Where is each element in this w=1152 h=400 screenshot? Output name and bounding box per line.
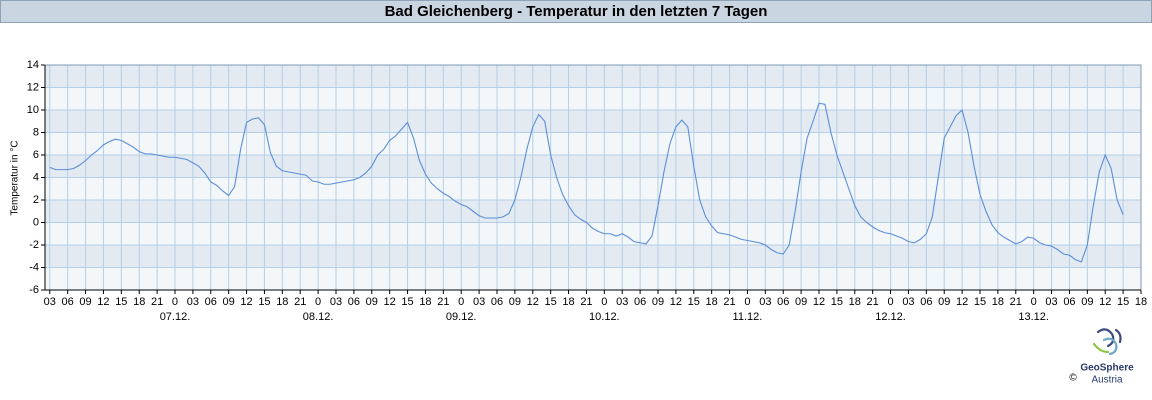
x-tick-label: 21 bbox=[151, 296, 163, 308]
x-tick-label: 18 bbox=[276, 296, 288, 308]
x-tick-label: 18 bbox=[849, 296, 861, 308]
logo-icon bbox=[1092, 328, 1122, 356]
y-tick-label: -4 bbox=[29, 261, 39, 273]
x-tick-label: 03 bbox=[759, 296, 771, 308]
x-tick-label: 12 bbox=[527, 296, 539, 308]
x-tick-label: 09 bbox=[938, 296, 950, 308]
x-tick-label: 18 bbox=[992, 296, 1004, 308]
x-tick-label: 18 bbox=[706, 296, 718, 308]
y-tick-label: -6 bbox=[29, 284, 39, 296]
x-tick-label: 03 bbox=[330, 296, 342, 308]
date-label: 09.12. bbox=[446, 311, 477, 323]
x-tick-label: 15 bbox=[115, 296, 127, 308]
chart-title: Bad Gleichenberg - Temperatur in den let… bbox=[385, 3, 768, 20]
x-tick-label: 21 bbox=[294, 296, 306, 308]
x-tick-label: 06 bbox=[62, 296, 74, 308]
x-tick-label: 18 bbox=[1135, 296, 1147, 308]
x-tick-label: 03 bbox=[187, 296, 199, 308]
y-axis-label: Temperatur in °C bbox=[10, 140, 21, 215]
x-tick-label: 0 bbox=[744, 296, 750, 308]
x-tick-label: 03 bbox=[616, 296, 628, 308]
x-tick-label: 03 bbox=[1045, 296, 1057, 308]
x-tick-label: 15 bbox=[545, 296, 557, 308]
x-tick-label: 18 bbox=[562, 296, 574, 308]
grid-band bbox=[45, 245, 1141, 268]
y-tick-label: 4 bbox=[33, 171, 39, 183]
x-tick-label: 0 bbox=[887, 296, 893, 308]
x-tick-label: 09 bbox=[795, 296, 807, 308]
x-tick-label: 09 bbox=[366, 296, 378, 308]
y-tick-label: 8 bbox=[33, 126, 39, 138]
y-tick-label: 6 bbox=[33, 149, 39, 161]
x-tick-label: 0 bbox=[601, 296, 607, 308]
x-tick-label: 09 bbox=[79, 296, 91, 308]
x-tick-label: 21 bbox=[1010, 296, 1022, 308]
date-label: 10.12. bbox=[589, 311, 620, 323]
x-tick-label: 09 bbox=[1081, 296, 1093, 308]
date-label: 07.12. bbox=[160, 311, 191, 323]
x-tick-label: 06 bbox=[491, 296, 503, 308]
x-tick-label: 09 bbox=[223, 296, 235, 308]
x-tick-label: 03 bbox=[44, 296, 56, 308]
x-tick-label: 06 bbox=[777, 296, 789, 308]
date-label: 13.12. bbox=[1018, 311, 1049, 323]
x-tick-label: 21 bbox=[437, 296, 449, 308]
x-tick-label: 15 bbox=[1117, 296, 1129, 308]
x-tick-label: 0 bbox=[172, 296, 178, 308]
date-label: 08.12. bbox=[303, 311, 334, 323]
x-tick-label: 18 bbox=[419, 296, 431, 308]
logo-name: GeoSphere bbox=[1080, 363, 1134, 374]
x-tick-label: 18 bbox=[133, 296, 145, 308]
date-label: 11.12. bbox=[733, 311, 763, 323]
x-tick-label: 06 bbox=[634, 296, 646, 308]
x-tick-label: 12 bbox=[670, 296, 682, 308]
x-tick-label: 12 bbox=[97, 296, 109, 308]
x-tick-label: 21 bbox=[867, 296, 879, 308]
x-tick-label: 12 bbox=[956, 296, 968, 308]
x-tick-label: 15 bbox=[831, 296, 843, 308]
x-tick-label: 06 bbox=[920, 296, 932, 308]
x-tick-label: 21 bbox=[723, 296, 735, 308]
grid-band bbox=[45, 200, 1141, 223]
x-tick-label: 12 bbox=[240, 296, 252, 308]
x-tick-label: 06 bbox=[1063, 296, 1075, 308]
x-tick-label: 12 bbox=[384, 296, 396, 308]
copyright: © bbox=[1069, 373, 1077, 384]
y-tick-label: 2 bbox=[33, 194, 39, 206]
y-tick-label: 10 bbox=[27, 104, 39, 116]
grid-band bbox=[45, 110, 1141, 133]
x-tick-label: 0 bbox=[315, 296, 321, 308]
y-tick-label: 12 bbox=[27, 81, 39, 93]
grid-band bbox=[45, 65, 1141, 88]
x-tick-label: 12 bbox=[1099, 296, 1111, 308]
x-tick-label: 09 bbox=[652, 296, 664, 308]
logo-sub: Austria bbox=[1091, 375, 1123, 386]
y-tick-label: 14 bbox=[27, 59, 39, 71]
x-tick-label: 12 bbox=[813, 296, 825, 308]
x-tick-label: 03 bbox=[473, 296, 485, 308]
x-tick-label: 06 bbox=[348, 296, 360, 308]
temperature-line bbox=[49, 102, 1124, 263]
x-tick-label: 15 bbox=[688, 296, 700, 308]
x-tick-label: 03 bbox=[902, 296, 914, 308]
grid-band bbox=[45, 155, 1141, 178]
x-tick-label: 15 bbox=[401, 296, 413, 308]
x-tick-label: 15 bbox=[258, 296, 270, 308]
x-tick-label: 15 bbox=[974, 296, 986, 308]
y-tick-label: -2 bbox=[29, 239, 39, 251]
x-tick-label: 06 bbox=[205, 296, 217, 308]
y-tick-label: 0 bbox=[33, 216, 39, 228]
x-tick-label: 21 bbox=[580, 296, 592, 308]
x-tick-label: 09 bbox=[509, 296, 521, 308]
x-tick-label: 0 bbox=[458, 296, 464, 308]
date-label: 12.12. bbox=[875, 311, 906, 323]
x-tick-label: 0 bbox=[1031, 296, 1037, 308]
